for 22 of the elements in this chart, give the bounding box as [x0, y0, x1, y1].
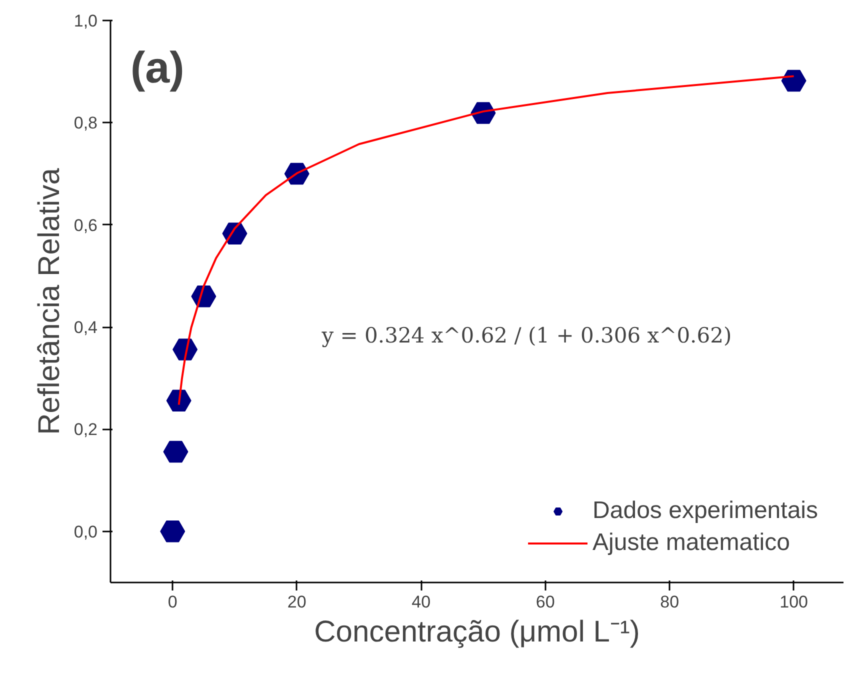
y-tick-label: 0,0 — [74, 522, 98, 542]
point — [160, 520, 186, 542]
legend-label: Ajuste matematico — [592, 529, 790, 557]
point — [163, 440, 188, 463]
y-tick-label: 0,4 — [74, 318, 98, 338]
point — [781, 70, 806, 92]
x-tick-label: 100 — [780, 592, 808, 612]
x-tick-label: 80 — [660, 592, 680, 612]
x-tick-label: 20 — [287, 592, 306, 612]
x-tick-label: 40 — [412, 592, 431, 612]
x-tick-label: 0 — [168, 592, 178, 612]
y-tick-label: 1,0 — [74, 12, 98, 30]
annotation: y = 0.324 x^0.62 / (1 + 0.306 x^0.62) — [320, 323, 732, 348]
y-tick-label: 0,6 — [74, 216, 98, 235]
legend-label: Dados experimentais — [592, 497, 818, 525]
x-tick-label: 60 — [536, 592, 555, 612]
y-tick-label: 0,8 — [74, 114, 98, 133]
point — [166, 390, 192, 412]
y-tick-label: 0,2 — [74, 420, 98, 440]
text: (a) — [130, 44, 184, 92]
x-axis-title: Concentração (μmol L⁻¹) — [314, 616, 640, 648]
y-axis-title: Refletância Relativa — [32, 168, 66, 435]
